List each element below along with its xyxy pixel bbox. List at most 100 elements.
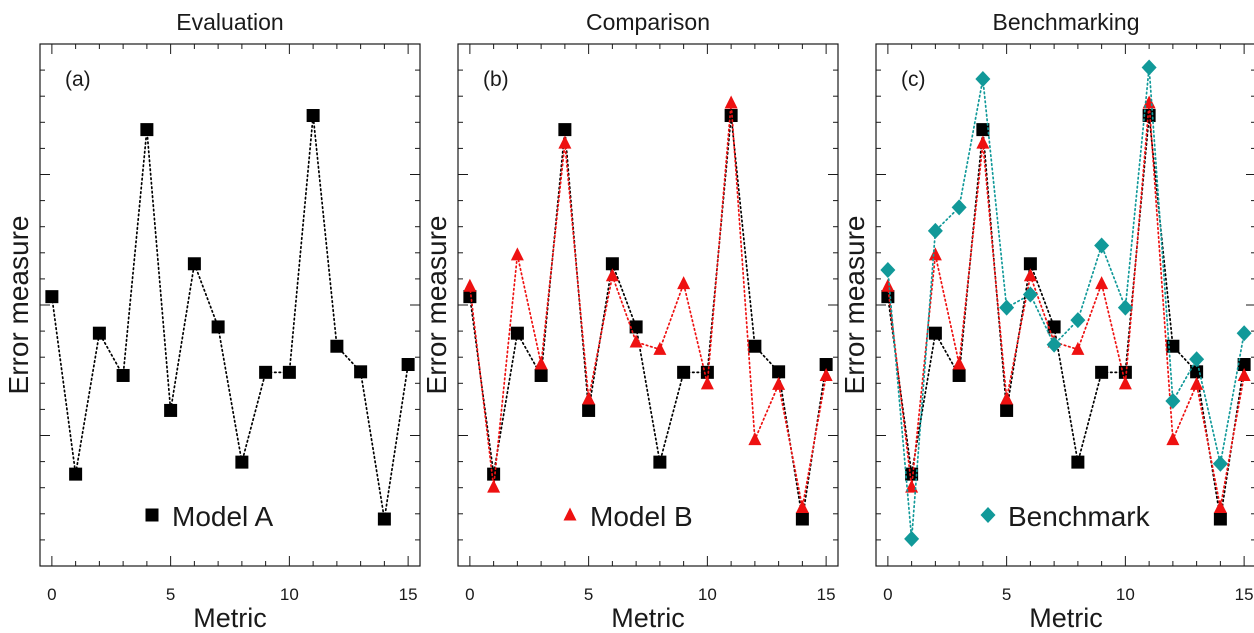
series-line bbox=[887, 115, 1245, 520]
data-point bbox=[1166, 432, 1180, 446]
series-0 bbox=[463, 109, 833, 526]
data-point bbox=[819, 358, 833, 372]
chart-panels: 0 5 10 15 Evaluation (a) Metric Error measure Mo… bbox=[3, 9, 1254, 633]
legend-label: Model B bbox=[590, 501, 693, 532]
x-tick-label: 10 bbox=[1116, 585, 1135, 604]
series-2 bbox=[880, 59, 1252, 547]
x-tick-label: 5 bbox=[166, 585, 175, 604]
data-point bbox=[330, 339, 344, 353]
data-point bbox=[510, 326, 524, 340]
data-point bbox=[700, 376, 714, 390]
data-point bbox=[377, 512, 391, 526]
data-point bbox=[629, 334, 643, 348]
data-point bbox=[487, 467, 501, 481]
data-point bbox=[1046, 336, 1062, 353]
legend: Benchmark bbox=[980, 501, 1151, 532]
x-tick-label: 0 bbox=[47, 585, 56, 604]
data-point bbox=[92, 326, 106, 340]
series-line bbox=[887, 67, 1245, 539]
data-point bbox=[653, 455, 667, 469]
data-point bbox=[1095, 365, 1109, 379]
data-point bbox=[927, 222, 943, 239]
data-point bbox=[724, 109, 738, 123]
legend-marker bbox=[980, 507, 996, 523]
data-point bbox=[582, 391, 596, 405]
data-point bbox=[772, 365, 786, 379]
data-point bbox=[976, 123, 990, 137]
data-point bbox=[1047, 320, 1061, 334]
y-axis-label: Error measure bbox=[3, 216, 34, 395]
data-point bbox=[354, 365, 368, 379]
panel-letter: (c) bbox=[901, 68, 926, 91]
chart-panel-3: 0 5 10 15 Benchmarking (c) Metric Error measure… bbox=[839, 9, 1254, 633]
data-point bbox=[1094, 237, 1110, 254]
data-point bbox=[306, 109, 320, 123]
x-tick-label: 10 bbox=[698, 585, 717, 604]
data-point bbox=[748, 339, 762, 353]
data-point bbox=[1165, 393, 1181, 410]
plot-frame bbox=[875, 43, 1254, 567]
data-point bbox=[463, 278, 477, 292]
data-point bbox=[819, 367, 833, 381]
series-1 bbox=[881, 95, 1251, 514]
legend: Model B bbox=[563, 501, 693, 532]
data-point bbox=[951, 199, 967, 216]
panel-title: Benchmarking bbox=[992, 9, 1139, 35]
data-point bbox=[282, 365, 296, 379]
data-point bbox=[795, 512, 809, 526]
x-tick-label: 15 bbox=[817, 585, 836, 604]
data-point bbox=[1071, 341, 1085, 355]
legend: Model A bbox=[145, 501, 273, 532]
data-point bbox=[1213, 500, 1227, 514]
data-point bbox=[1000, 403, 1014, 417]
y-axis-label: Error measure bbox=[421, 216, 452, 395]
data-point bbox=[952, 368, 966, 382]
data-point bbox=[164, 403, 178, 417]
data-point bbox=[677, 276, 691, 290]
data-point bbox=[905, 467, 919, 481]
data-point bbox=[45, 290, 59, 304]
data-point bbox=[748, 432, 762, 446]
data-point bbox=[510, 247, 524, 261]
data-point bbox=[653, 341, 667, 355]
data-point bbox=[1118, 376, 1132, 390]
data-point bbox=[1022, 286, 1038, 303]
data-point bbox=[116, 368, 130, 382]
data-point bbox=[1166, 339, 1180, 353]
data-point bbox=[401, 358, 415, 372]
panel-title: Evaluation bbox=[176, 9, 283, 35]
data-point bbox=[795, 500, 809, 514]
data-point bbox=[69, 467, 83, 481]
data-point bbox=[1189, 351, 1205, 368]
data-point bbox=[487, 479, 501, 493]
series-0 bbox=[881, 109, 1251, 526]
data-point bbox=[975, 70, 991, 87]
legend-marker bbox=[145, 508, 159, 522]
data-point bbox=[904, 530, 920, 547]
data-point bbox=[558, 123, 572, 137]
data-point bbox=[534, 356, 548, 370]
data-point bbox=[534, 368, 548, 382]
data-point bbox=[1023, 257, 1037, 271]
data-point bbox=[952, 356, 966, 370]
panel-letter: (a) bbox=[65, 68, 91, 91]
x-tick-label: 0 bbox=[465, 585, 474, 604]
series-0 bbox=[45, 109, 415, 526]
series-line bbox=[469, 115, 827, 520]
data-point bbox=[1117, 299, 1133, 316]
data-point bbox=[1000, 391, 1014, 405]
plot-frame bbox=[39, 43, 421, 567]
data-point bbox=[1095, 276, 1109, 290]
data-point bbox=[187, 257, 201, 271]
data-point bbox=[140, 123, 154, 137]
data-point bbox=[235, 455, 249, 469]
data-point bbox=[605, 268, 619, 282]
data-point bbox=[605, 257, 619, 271]
data-point bbox=[1212, 455, 1228, 472]
data-point bbox=[1023, 268, 1037, 282]
x-tick-label: 10 bbox=[280, 585, 299, 604]
data-point bbox=[1236, 325, 1252, 342]
data-point bbox=[999, 299, 1015, 316]
data-point bbox=[463, 290, 477, 304]
